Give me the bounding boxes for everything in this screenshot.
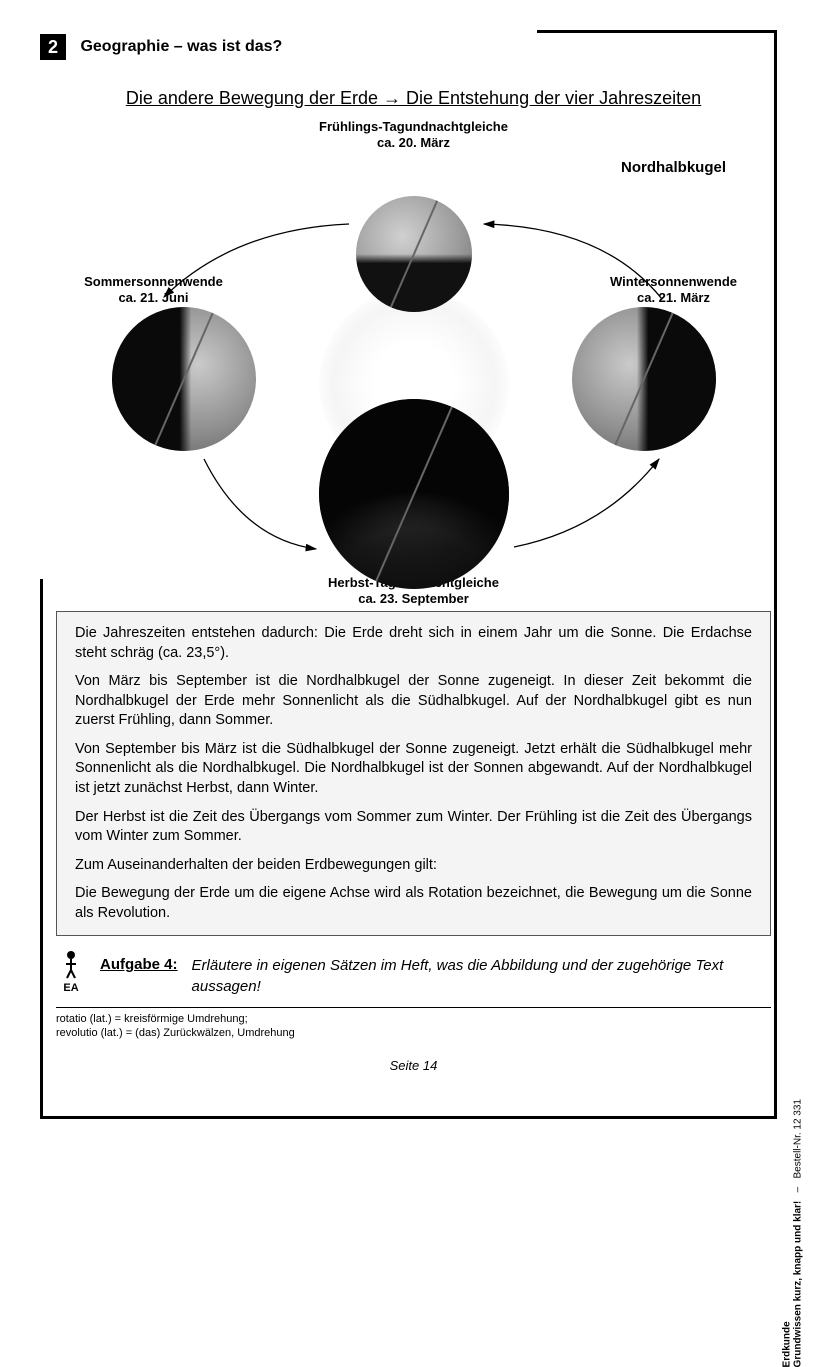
- globe-autumn: [319, 399, 509, 589]
- section-title: Geographie – was ist das?: [80, 38, 282, 55]
- page-frame-top: [537, 30, 777, 33]
- page-frame-right: [774, 30, 777, 1119]
- globe-summer: [112, 307, 256, 451]
- task-text: Erläutere in eigenen Sätzen im Heft, was…: [192, 950, 771, 997]
- para-4: Der Herbst ist die Zeit des Übergangs vo…: [75, 808, 752, 847]
- section-number: 2: [40, 34, 66, 60]
- section-header: 2 Geographie – was ist das?: [40, 34, 787, 60]
- task-row: EA Aufgabe 4: Erläutere in eigenen Sätze…: [56, 950, 771, 997]
- para-6: Die Bewegung der Erde um die eigene Achs…: [75, 884, 752, 923]
- globe-winter: [572, 307, 716, 451]
- page-title: Die andere Bewegung der Erde → Die Entst…: [40, 88, 787, 109]
- side-publisher-info: Erdkunde Grundwissen kurz, knapp und kla…: [781, 1099, 803, 1367]
- explanation-box: Die Jahreszeiten entstehen dadurch: Die …: [56, 611, 771, 936]
- ea-icon: EA: [56, 950, 86, 994]
- para-5: Zum Auseinanderhalten der beiden Erdbewe…: [75, 856, 752, 876]
- task-label: Aufgabe 4:: [100, 956, 178, 973]
- para-3: Von September bis März ist die Südhalbku…: [75, 740, 752, 799]
- footnotes: rotatio (lat.) = kreisförmige Umdrehung;…: [56, 1007, 771, 1041]
- globe-spring: [356, 196, 472, 312]
- footnote-1: rotatio (lat.) = kreisförmige Umdrehung;: [56, 1012, 771, 1026]
- page-number: Seite 14: [40, 1058, 787, 1073]
- seasons-diagram: Frühlings-Tagundnachtgleicheca. 20. März…: [64, 119, 764, 599]
- page-frame-bottom: [40, 1116, 777, 1119]
- footnote-2: revolutio (lat.) = (das) Zurückwälzen, U…: [56, 1026, 771, 1040]
- para-1: Die Jahreszeiten entstehen dadurch: Die …: [75, 624, 752, 663]
- page-frame-left: [40, 579, 43, 1119]
- para-2: Von März bis September ist die Nordhalbk…: [75, 672, 752, 731]
